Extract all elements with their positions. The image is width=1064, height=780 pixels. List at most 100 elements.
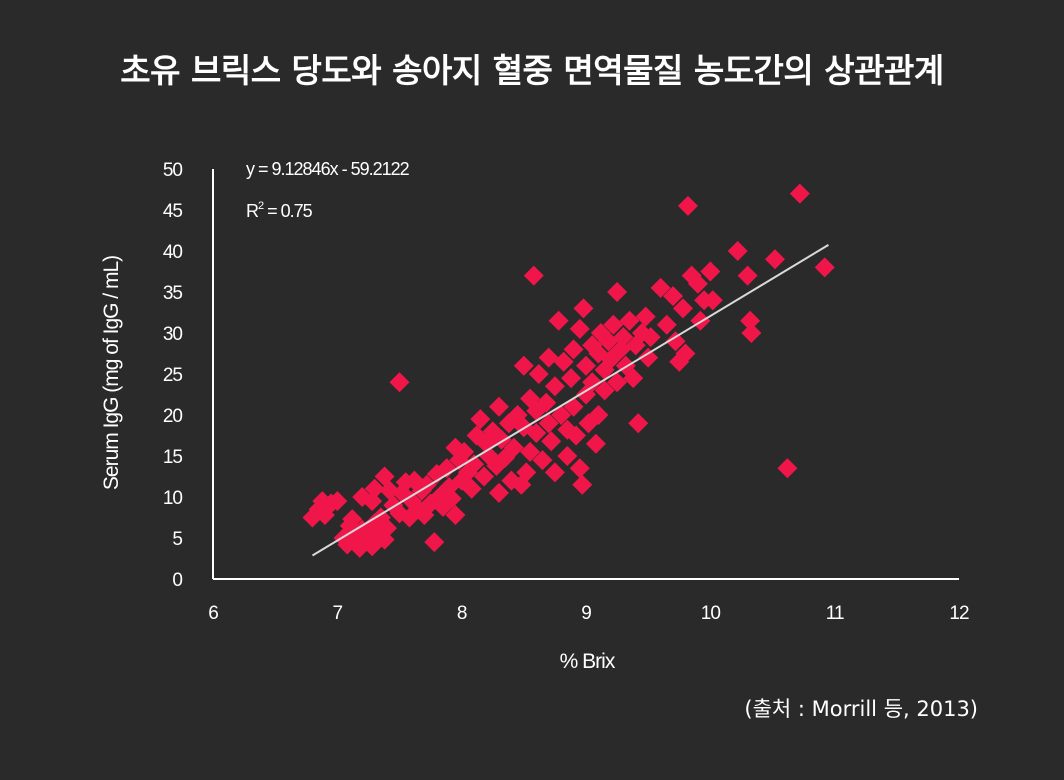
- data-point: [623, 368, 644, 389]
- data-point: [569, 458, 590, 479]
- data-point: [389, 372, 410, 393]
- data-point: [665, 331, 686, 352]
- data-point: [470, 409, 491, 430]
- data-point: [656, 314, 677, 335]
- x-tick-label: 11: [826, 603, 844, 624]
- data-point: [532, 450, 553, 471]
- data-point: [557, 446, 578, 466]
- data-point: [501, 470, 522, 491]
- data-point: [764, 249, 785, 270]
- x-tick-label: 8: [457, 603, 467, 624]
- trendline-layer: [311, 244, 829, 557]
- data-point: [702, 290, 723, 311]
- tick-labels: 6 7 8 9 10 11 12 0 5 10 15 20 25 30 35 40 45 50: [163, 160, 970, 624]
- y-tick-label: 30: [163, 324, 183, 345]
- data-point: [635, 306, 656, 327]
- data-point: [488, 482, 509, 503]
- y-tick-label: 45: [163, 201, 183, 222]
- y-tick-label: 20: [163, 406, 183, 427]
- data-point: [563, 339, 584, 360]
- y-tick-label: 15: [163, 447, 183, 468]
- x-tick-label: 12: [949, 603, 969, 624]
- data-point: [687, 273, 708, 294]
- data-point: [613, 327, 634, 348]
- data-point: [541, 431, 562, 452]
- data-point: [607, 282, 628, 302]
- r-squared-value: = 0.75: [263, 201, 313, 221]
- data-points: [302, 183, 835, 558]
- x-tick-label: 7: [333, 603, 343, 624]
- data-point: [436, 458, 457, 479]
- data-point: [523, 265, 544, 286]
- data-point: [445, 505, 466, 526]
- data-point: [789, 183, 810, 204]
- data-point: [364, 478, 385, 499]
- x-tick-label: 6: [208, 603, 218, 624]
- data-point: [576, 355, 596, 376]
- data-point: [585, 433, 606, 454]
- data-point: [690, 310, 711, 331]
- y-tick-label: 10: [163, 488, 183, 509]
- data-point: [569, 318, 590, 339]
- data-point: [513, 355, 534, 376]
- data-point: [777, 458, 798, 479]
- data-point: [640, 327, 661, 348]
- data-point: [561, 368, 582, 389]
- y-tick-label: 25: [163, 365, 183, 386]
- y-tick-label: 35: [163, 283, 183, 304]
- data-point: [538, 347, 559, 368]
- source-citation: (출처 : Morrill 등, 2013): [744, 697, 978, 721]
- data-point: [598, 331, 619, 352]
- data-point: [544, 462, 565, 483]
- data-point: [628, 413, 649, 434]
- data-point: [342, 509, 363, 530]
- data-point: [582, 372, 603, 393]
- x-tick-label: 10: [701, 603, 721, 624]
- data-point: [663, 286, 684, 307]
- r-squared-label: R2 = 0.75: [246, 200, 313, 221]
- regression-equation: y = 9.12846x - 59.2122: [246, 159, 410, 179]
- data-point: [672, 298, 693, 319]
- data-point: [607, 372, 628, 393]
- r-squared-superscript: 2: [258, 200, 264, 212]
- y-tick-label: 50: [163, 160, 183, 181]
- y-tick-label: 5: [172, 529, 182, 550]
- data-point: [814, 257, 835, 278]
- data-point: [536, 392, 557, 413]
- data-point: [588, 405, 609, 425]
- data-point: [377, 518, 398, 539]
- data-point: [548, 310, 569, 331]
- x-axis-label: % Brix: [560, 650, 616, 673]
- data-point: [544, 376, 565, 397]
- data-point: [516, 462, 537, 483]
- data-point: [737, 265, 758, 286]
- data-point: [740, 310, 761, 331]
- data-point: [495, 447, 516, 468]
- data-point: [464, 454, 485, 475]
- trendline: [311, 244, 829, 557]
- data-point: [454, 441, 475, 462]
- y-tick-label: 0: [172, 570, 182, 591]
- axes: [212, 169, 959, 580]
- data-point: [619, 310, 640, 331]
- data-point: [528, 364, 549, 384]
- data-point: [572, 474, 593, 495]
- data-point: [700, 261, 721, 282]
- data-point: [526, 423, 547, 444]
- y-tick-label: 40: [163, 242, 183, 263]
- x-tick-label: 9: [581, 603, 591, 624]
- data-point: [488, 396, 509, 417]
- data-point: [638, 347, 659, 368]
- data-point: [441, 488, 462, 509]
- data-point: [566, 425, 587, 446]
- data-point: [675, 343, 696, 364]
- data-point: [594, 380, 615, 401]
- data-point: [503, 437, 524, 458]
- data-point: [650, 277, 671, 298]
- data-point: [327, 491, 348, 512]
- data-point: [461, 478, 482, 499]
- data-point: [677, 195, 698, 216]
- r-squared-base: R: [246, 201, 259, 221]
- data-point: [603, 314, 624, 335]
